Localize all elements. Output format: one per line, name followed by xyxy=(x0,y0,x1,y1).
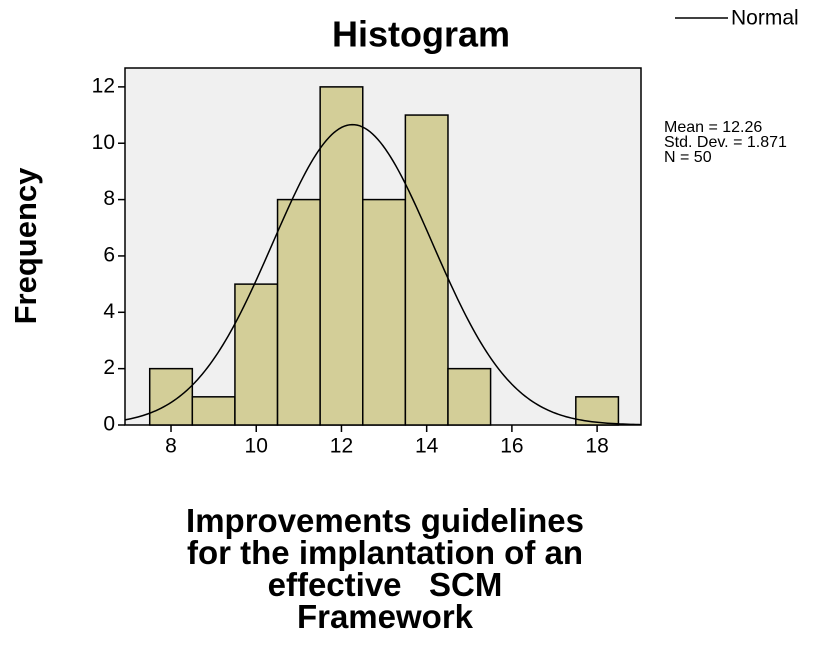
bar xyxy=(276,198,321,426)
y-tick-label: 8 xyxy=(103,187,115,210)
y-tick-label: 10 xyxy=(92,131,115,154)
x-axis-title-line: effective SCM xyxy=(267,566,503,603)
bar xyxy=(319,86,364,426)
normal-curve xyxy=(124,123,642,426)
x-tick-label: 8 xyxy=(165,435,177,458)
bar xyxy=(148,367,194,426)
stat-label: N = 50 xyxy=(664,149,712,166)
y-axis-title: Frequency xyxy=(8,167,43,325)
x-axis-title: Improvements guidelines for the implantat… xyxy=(100,502,670,635)
y-tick-label: 12 xyxy=(92,74,115,97)
bar xyxy=(362,198,407,426)
x-tick-label: 16 xyxy=(500,435,523,458)
bar xyxy=(234,283,279,426)
x-axis-title-line: for the implantation of an xyxy=(187,534,583,571)
y-tick-label: 6 xyxy=(103,243,115,266)
x-tick-label: 14 xyxy=(415,435,439,458)
bar xyxy=(447,367,492,426)
stat-label: Mean = 12.26 xyxy=(664,119,763,136)
x-tick-label: 10 xyxy=(245,435,268,458)
stat-label: Std. Dev. = 1.871 xyxy=(664,134,787,151)
x-axis-title-line: Framework xyxy=(296,598,474,635)
x-axis-title-line: Improvements guidelines xyxy=(186,502,584,539)
x-tick-label: 18 xyxy=(585,435,608,458)
bar xyxy=(404,114,449,426)
legend-label: Normal xyxy=(731,7,799,30)
stats-box: Mean = 12.26 Std. Dev. = 1.871 N = 50 xyxy=(664,119,804,166)
bar xyxy=(191,396,236,426)
chart-title: Histogram xyxy=(332,14,510,55)
x-tick-label: 12 xyxy=(330,435,353,458)
y-tick-label: 2 xyxy=(103,356,115,379)
y-tick-label: 4 xyxy=(103,300,115,323)
y-tick-label: 0 xyxy=(103,413,115,436)
